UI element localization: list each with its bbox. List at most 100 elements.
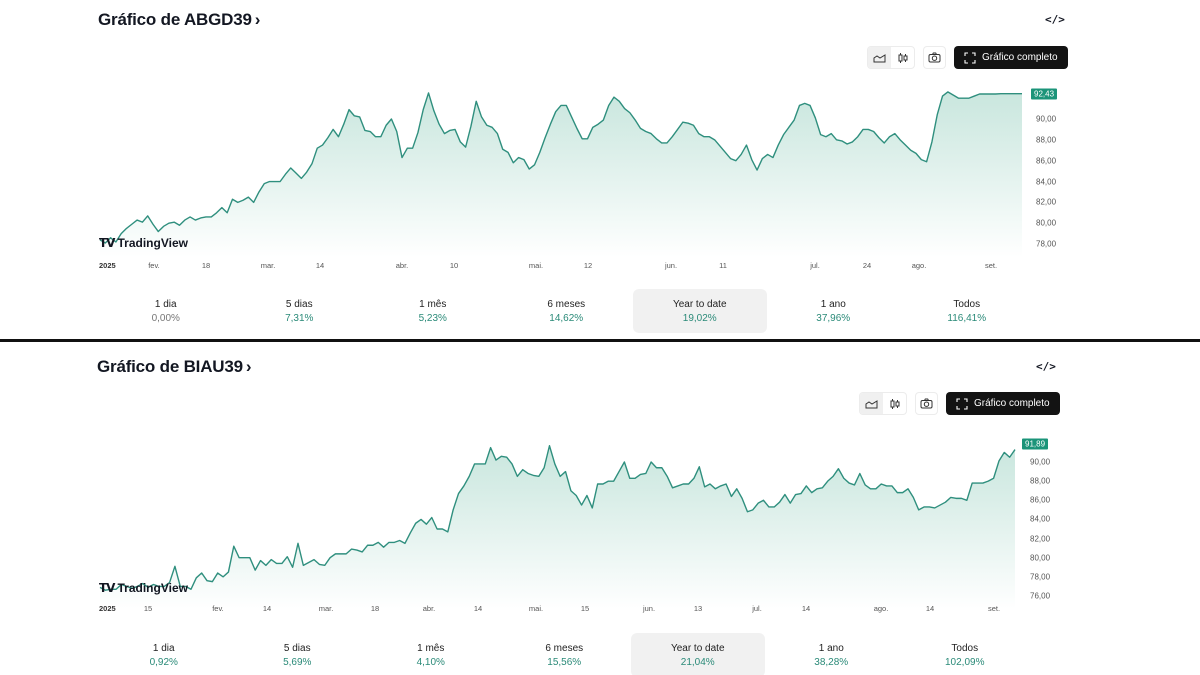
tradingview-watermark[interactable]: 𝗧𝗩 TradingView bbox=[99, 581, 188, 595]
x-tick-label: 18 bbox=[201, 261, 211, 270]
x-tick-label: 24 bbox=[862, 261, 872, 270]
period-change-value: 7,31% bbox=[285, 312, 314, 324]
chart-title: Gráfico de BIAU39 bbox=[97, 357, 243, 376]
y-tick-label: 88,00 bbox=[1030, 476, 1051, 486]
chevron-right-icon: › bbox=[254, 10, 261, 29]
period-label: 1 mês bbox=[417, 642, 445, 654]
x-tick-label: 13 bbox=[693, 604, 703, 613]
period-label: Year to date bbox=[670, 642, 725, 654]
y-tick-label: 90,00 bbox=[1030, 457, 1051, 467]
x-tick-label: mar. bbox=[318, 604, 334, 613]
y-tick-label: 78,00 bbox=[1036, 239, 1057, 249]
period-label: 5 dias bbox=[285, 298, 313, 310]
period-option[interactable]: 1 mês 4,10% bbox=[364, 633, 498, 675]
y-tick-label: 86,00 bbox=[1036, 156, 1057, 166]
area-chart-icon bbox=[865, 399, 878, 408]
price-line bbox=[99, 445, 1016, 591]
fullscreen-icon bbox=[964, 51, 976, 64]
screenshot-button[interactable] bbox=[915, 392, 938, 415]
chart-panel-abgd39: Gráfico de ABGD39 › </> Gráfico completo … bbox=[0, 0, 1200, 340]
period-option[interactable]: 5 dias 5,69% bbox=[231, 633, 365, 675]
period-change-value: 19,02% bbox=[682, 312, 717, 324]
x-tick-label: abr. bbox=[422, 604, 436, 613]
period-change-value: 4,10% bbox=[416, 656, 445, 668]
area-chart-icon bbox=[873, 53, 886, 62]
y-tick-label: 88,00 bbox=[1036, 135, 1057, 145]
period-option[interactable]: 5 dias 7,31% bbox=[233, 289, 367, 333]
tradingview-text: TradingView bbox=[117, 236, 188, 250]
y-tick-label: 86,00 bbox=[1030, 495, 1051, 505]
price-area-chart[interactable] bbox=[0, 0, 1200, 340]
period-option[interactable]: 1 mês 5,23% bbox=[366, 289, 500, 333]
area-chart-button[interactable] bbox=[868, 47, 891, 68]
period-option[interactable]: Todos 102,09% bbox=[898, 633, 1032, 675]
period-option[interactable]: Year to date 19,02% bbox=[633, 289, 767, 333]
chart-panel-biau39: Gráfico de BIAU39 › </> Gráfico completo … bbox=[0, 342, 1200, 675]
y-tick-label: 80,00 bbox=[1036, 218, 1057, 228]
candlestick-icon bbox=[898, 52, 907, 63]
y-tick-label: 90,00 bbox=[1036, 114, 1057, 124]
y-tick-label: 84,00 bbox=[1036, 177, 1057, 187]
y-tick-label: 78,00 bbox=[1030, 572, 1051, 582]
embed-code-icon[interactable]: </> bbox=[1036, 360, 1056, 373]
chart-type-toggle bbox=[859, 392, 907, 415]
x-tick-label: set. bbox=[987, 604, 1001, 613]
period-option[interactable]: 1 ano 38,28% bbox=[765, 633, 899, 675]
period-label: 1 ano bbox=[820, 298, 846, 310]
period-change-value: 38,28% bbox=[814, 656, 849, 668]
x-tick-label: mai. bbox=[528, 604, 544, 613]
period-option[interactable]: 1 dia 0,00% bbox=[99, 289, 233, 333]
x-tick-label: 11 bbox=[719, 261, 727, 270]
y-tick-label: 82,00 bbox=[1030, 534, 1051, 544]
price-area-chart[interactable] bbox=[0, 342, 1200, 675]
period-option[interactable]: Todos 116,41% bbox=[900, 289, 1034, 333]
period-change-value: 21,04% bbox=[680, 656, 715, 668]
period-option[interactable]: 1 dia 0,92% bbox=[97, 633, 231, 675]
x-tick-label: 14 bbox=[473, 604, 483, 613]
y-tick-label: 82,00 bbox=[1036, 197, 1057, 207]
x-tick-label: mar. bbox=[260, 261, 276, 270]
period-option[interactable]: 6 meses 15,56% bbox=[498, 633, 632, 675]
period-label: 1 mês bbox=[419, 298, 447, 310]
x-tick-label: 15 bbox=[143, 604, 153, 613]
candlestick-chart-button[interactable] bbox=[883, 393, 906, 414]
y-tick-label: 84,00 bbox=[1030, 514, 1051, 524]
x-tick-label: fev. bbox=[148, 261, 160, 270]
chart-toolbar: Gráfico completo bbox=[859, 392, 1060, 415]
tradingview-watermark[interactable]: 𝗧𝗩 TradingView bbox=[99, 236, 188, 250]
tradingview-logo-icon: 𝗧𝗩 bbox=[99, 581, 116, 595]
fullscreen-icon bbox=[956, 397, 968, 410]
chart-title-link[interactable]: Gráfico de ABGD39 › bbox=[98, 10, 260, 30]
price-line bbox=[99, 91, 1022, 244]
period-option[interactable]: 6 meses 14,62% bbox=[500, 289, 634, 333]
x-tick-label: ago. bbox=[911, 261, 927, 270]
chart-title: Gráfico de ABGD39 bbox=[98, 10, 252, 29]
x-tick-label: 14 bbox=[315, 261, 325, 270]
chart-title-link[interactable]: Gráfico de BIAU39 › bbox=[97, 357, 252, 377]
chart-type-toggle bbox=[867, 46, 915, 69]
full-chart-label: Gráfico completo bbox=[974, 398, 1050, 409]
period-label: 6 meses bbox=[547, 298, 586, 310]
period-change-value: 37,96% bbox=[816, 312, 851, 324]
x-tick-label: ago. bbox=[873, 604, 889, 613]
full-chart-button[interactable]: Gráfico completo bbox=[946, 392, 1060, 415]
embed-code-icon[interactable]: </> bbox=[1045, 13, 1065, 26]
screenshot-button[interactable] bbox=[923, 46, 946, 69]
x-tick-label: 14 bbox=[801, 604, 811, 613]
period-label: 1 ano bbox=[818, 642, 844, 654]
chart-toolbar: Gráfico completo bbox=[867, 46, 1068, 69]
period-label: 1 dia bbox=[152, 642, 175, 654]
full-chart-label: Gráfico completo bbox=[982, 52, 1058, 63]
full-chart-button[interactable]: Gráfico completo bbox=[954, 46, 1068, 69]
section-divider bbox=[0, 339, 1200, 342]
area-fill bbox=[100, 91, 1022, 258]
x-tick-label: fev. bbox=[212, 604, 224, 613]
x-tick-label: 2025 bbox=[99, 604, 116, 613]
period-change-value: 14,62% bbox=[549, 312, 584, 324]
y-tick-label: 76,00 bbox=[1030, 591, 1051, 601]
period-option[interactable]: 1 ano 37,96% bbox=[767, 289, 901, 333]
period-option[interactable]: Year to date 21,04% bbox=[631, 633, 765, 675]
period-change-value: 0,92% bbox=[149, 656, 178, 668]
area-chart-button[interactable] bbox=[860, 393, 883, 414]
candlestick-chart-button[interactable] bbox=[891, 47, 914, 68]
